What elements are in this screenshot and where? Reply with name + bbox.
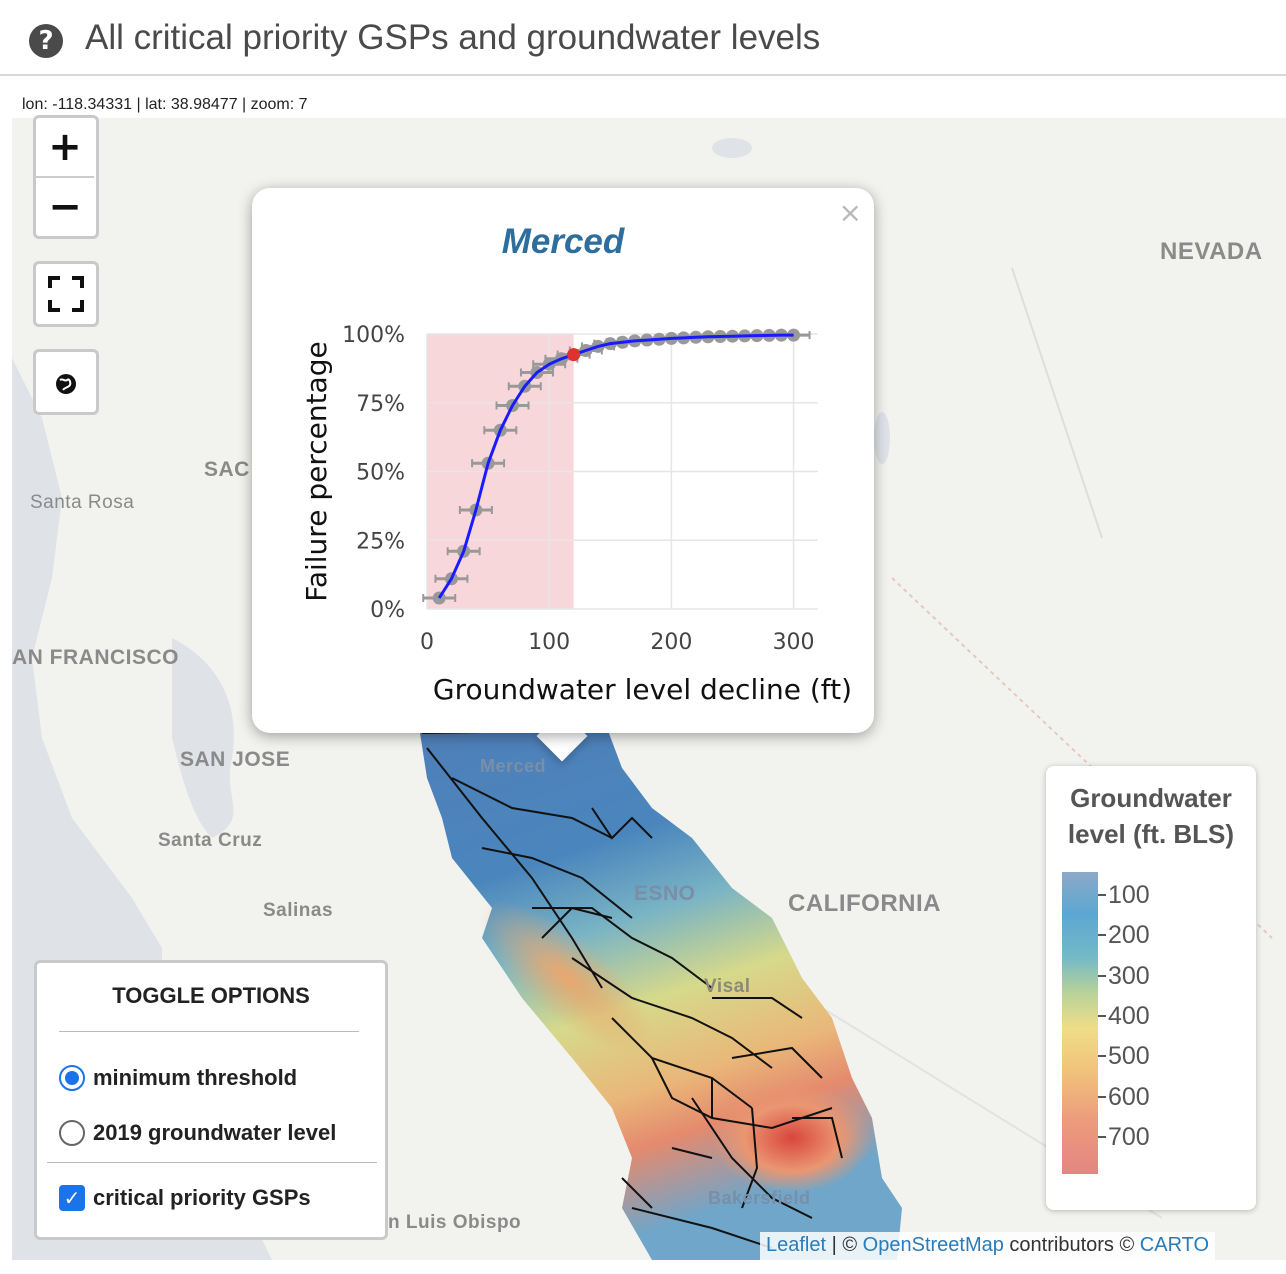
option-critical-gsps[interactable]: ✓ critical priority GSPs [59,1185,311,1211]
y-tick-label: 25% [356,529,405,554]
legend-tick-label: 600 [1108,1082,1150,1111]
legend-tick [1098,1014,1106,1017]
option-minimum-threshold[interactable]: minimum threshold [59,1065,297,1091]
label-santa-cruz: Santa Cruz [158,830,263,851]
zoom-control: + − [33,115,99,239]
radio-2019-groundwater[interactable] [59,1120,85,1146]
toggle-panel: TOGGLE OPTIONS minimum threshold 2019 gr… [34,960,388,1240]
failure-chart: 0% 25% 50% 75% 100% 0 100 200 300 Groundwater lev… [300,323,852,706]
attribution-sep: | © [826,1234,863,1256]
zoom-out-button[interactable]: − [48,184,82,230]
page-title: All critical priority GSPs and groundwat… [85,18,821,57]
popup-title: Merced [501,222,625,261]
legend-tick [1098,1055,1106,1058]
label-fresno: ESNO [634,882,696,905]
legend-color-bar [1062,872,1098,1174]
x-tick-label: 100 [528,630,570,655]
label-san-francisco: AN FRANCISCO [12,646,179,669]
legend-tick-label: 500 [1108,1042,1150,1071]
osm-link[interactable]: OpenStreetMap [862,1234,1004,1256]
legend-tick-label: 200 [1108,921,1150,950]
x-tick-label: 0 [420,630,434,655]
option-2019-groundwater[interactable]: 2019 groundwater level [59,1120,336,1146]
question-circle-icon[interactable]: ? [29,24,63,58]
legend-tick [1098,974,1106,977]
label-salinas: Salinas [263,900,334,921]
globe-icon [56,374,76,394]
label-nevada: NEVADA [1160,238,1263,265]
popup: × Merced 0% 25% 50% 75% 100% 0 100 200 300 Ground… [252,188,874,733]
option-critical-gsps-label: critical priority GSPs [93,1185,311,1210]
legend: Groundwater level (ft. BLS) 100 200 300 400… [1046,766,1256,1210]
y-tick-label: 50% [356,461,405,486]
x-tick-label: 300 [773,630,815,655]
leaflet-link[interactable]: Leaflet [766,1234,827,1256]
toggle-divider-2 [47,1162,377,1163]
x-axis-label: Groundwater level decline (ft) [433,673,852,706]
label-visalia: Visal [704,976,751,997]
y-tick-label: 75% [356,392,405,417]
x-tick-label: 200 [650,630,692,655]
fullscreen-icon [48,276,84,312]
fit-line [437,333,794,599]
legend-tick [1098,1135,1106,1138]
label-bakersfield: Bakersfield [708,1188,811,1208]
option-minimum-threshold-label: minimum threshold [93,1065,298,1090]
popup-close-button[interactable]: × [838,196,862,229]
legend-tick [1098,934,1106,937]
attribution: Leaflet | © OpenStreetMap contributors ©… [760,1232,1216,1260]
header-bar: ? All critical priority GSPs and groundw… [0,0,1286,76]
y-tick-label: 0% [370,598,405,623]
highlight-point [567,348,581,362]
label-california: CALIFORNIA [788,890,941,917]
legend-tick-label: 100 [1108,881,1150,909]
zoom-in-button[interactable]: + [36,118,94,178]
label-san-luis-obispo: n Luis Obispo [388,1212,522,1233]
legend-tick [1098,1095,1106,1098]
checkbox-critical-gsps[interactable]: ✓ [59,1185,85,1211]
legend-tick-label: 400 [1108,1001,1150,1030]
fullscreen-button[interactable] [33,261,99,327]
radio-minimum-threshold[interactable] [59,1065,85,1091]
coordinate-readout: lon: -118.34331 | lat: 38.98477 | zoom: … [22,96,308,113]
toggle-title: TOGGLE OPTIONS [112,983,310,1008]
legend-tick-label: 300 [1108,961,1150,990]
legend-title: Groundwater level (ft. BLS) [1067,783,1235,849]
y-tick-label: 100% [342,323,405,348]
toggle-divider [59,1031,359,1032]
label-santa-rosa: Santa Rosa [30,492,135,513]
locate-button[interactable] [33,349,99,415]
option-2019-groundwater-label: 2019 groundwater level [93,1120,337,1145]
attribution-contributors: contributors © [1003,1234,1140,1256]
label-merced: Merced [480,756,547,776]
label-san-jose: SAN JOSE [180,748,291,771]
carto-link[interactable]: CARTO [1139,1234,1210,1256]
y-axis-label: Failure percentage [300,341,333,601]
legend-tick-label: 700 [1108,1122,1150,1151]
legend-tick [1098,894,1106,896]
label-sacramento: SAC [204,458,250,481]
